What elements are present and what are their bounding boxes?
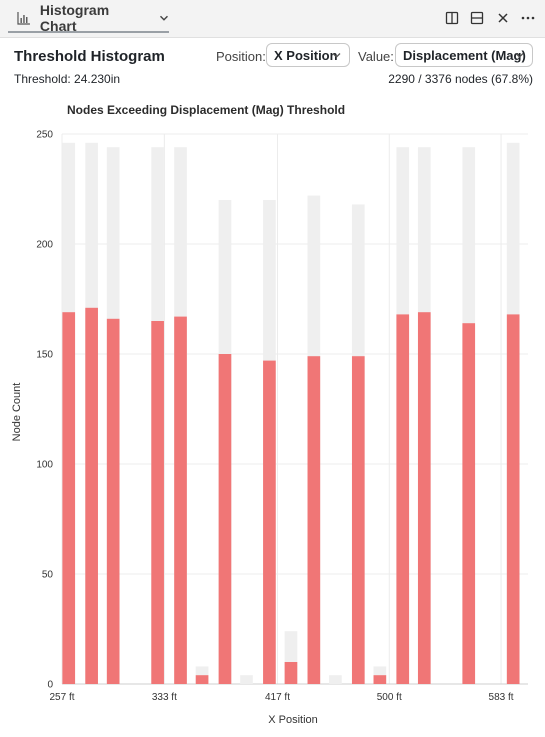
tab-title: Histogram Chart [39,2,110,34]
chevron-down-icon [515,53,524,58]
bar-exceeding [263,360,276,684]
y-tick-label: 0 [47,680,53,691]
y-tick-label: 250 [36,130,53,141]
histogram-bars [62,142,520,685]
chart-title: Nodes Exceeding Displacement (Mag) Thres… [67,103,346,117]
panel-tab-bar: Histogram Chart [0,0,545,38]
chart-svg: 0 50 100 150 200 250 257 ft 333 ft 417 ft 500 ft… [11,130,528,726]
histogram-header: Threshold Histogram Position: X Position… [14,43,534,68]
bar-exceeding [307,356,321,684]
threshold-readout: Threshold: 24.230in [14,72,121,86]
split-horizontal-icon[interactable] [469,10,485,26]
bar-total [240,675,253,684]
bar-chart-icon [17,12,30,25]
node-count-readout: 2290 / 3376 nodes (67.8%) [388,72,533,86]
bar-exceeding [506,314,520,684]
y-axis-label: Node Count [11,383,23,442]
page-title: Threshold Histogram [14,48,165,65]
bar-exceeding [62,312,76,684]
bar-exceeding [284,662,298,684]
x-tick-label: 583 ft [489,692,514,703]
y-tick-label: 50 [42,570,54,581]
bar-exceeding [417,312,431,684]
value-select[interactable]: Displacement (Mag) [395,43,533,67]
histogram-chart: Nodes Exceeding Displacement (Mag) Thres… [0,93,545,732]
bar-exceeding [174,316,187,684]
x-axis-ticks: 257 ft 333 ft 417 ft 500 ft 583 ft [49,692,513,703]
tab-histogram-chart[interactable]: Histogram Chart [8,2,169,34]
bar-exceeding [462,323,476,684]
bar-exceeding [195,675,209,684]
value-select-value: Displacement (Mag) [403,47,526,63]
bar-exceeding [373,675,387,684]
x-axis-label: X Position [268,714,318,726]
x-tick-label: 417 ft [265,692,290,703]
chevron-down-icon[interactable] [159,13,169,23]
split-vertical-icon[interactable] [444,10,460,26]
y-tick-label: 100 [36,460,53,471]
x-tick-label: 257 ft [49,692,74,703]
value-label: Value: [358,49,394,64]
bar-exceeding [151,321,164,684]
more-icon[interactable] [520,10,536,26]
position-label: Position: [216,49,266,64]
y-tick-label: 200 [36,240,53,251]
chevron-down-icon [332,53,341,58]
bar-exceeding [218,354,232,684]
position-select-value: X Position [274,47,338,63]
bar-exceeding [85,307,98,684]
bar-exceeding [106,318,120,684]
y-axis-ticks: 0 50 100 150 200 250 [36,130,53,691]
bar-exceeding [351,356,365,684]
bar-total [329,675,342,684]
bar-exceeding [396,314,410,684]
y-tick-label: 150 [36,350,53,361]
grid-lines [61,133,528,685]
close-icon[interactable] [495,10,511,26]
position-select[interactable]: X Position [266,43,350,67]
x-tick-label: 500 ft [377,692,402,703]
x-tick-label: 333 ft [152,692,177,703]
